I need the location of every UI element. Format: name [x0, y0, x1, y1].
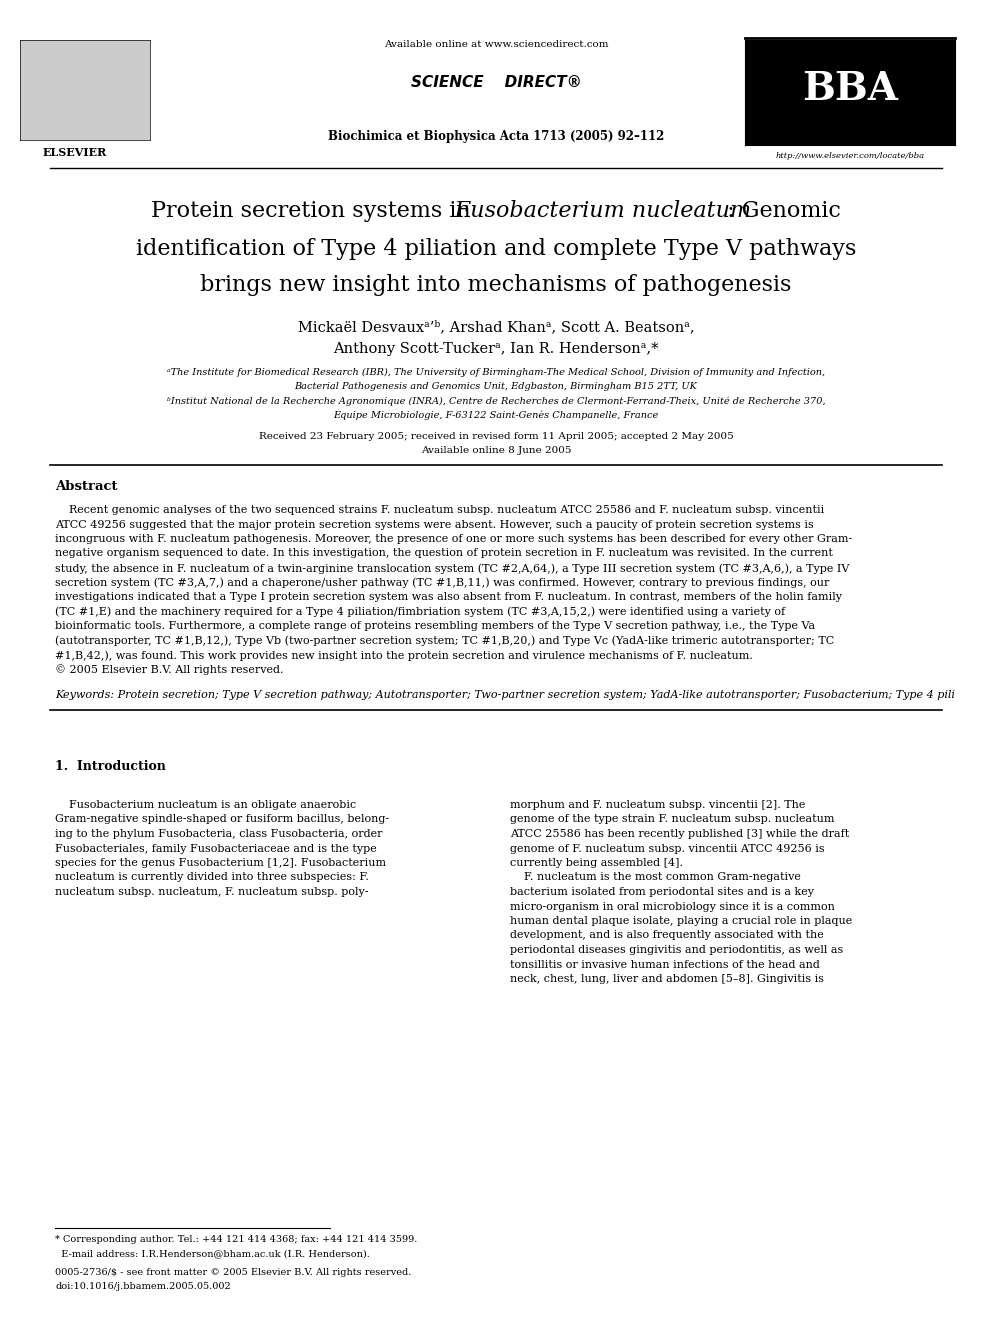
Text: genome of F. nucleatum subsp. vincentii ATCC 49256 is: genome of F. nucleatum subsp. vincentii … — [510, 844, 824, 853]
Text: Protein secretion systems in                                    : Genomic: Protein secretion systems in : Genomic — [151, 200, 841, 222]
Text: ATCC 49256 suggested that the major protein secretion systems were absent. Howev: ATCC 49256 suggested that the major prot… — [55, 520, 813, 529]
Text: periodontal diseases gingivitis and periodontitis, as well as: periodontal diseases gingivitis and peri… — [510, 945, 843, 955]
Text: Recent genomic analyses of the two sequenced strains F. nucleatum subsp. nucleat: Recent genomic analyses of the two seque… — [55, 505, 824, 515]
Text: investigations indicated that a Type I protein secretion system was also absent : investigations indicated that a Type I p… — [55, 591, 842, 602]
Text: human dental plaque isolate, playing a crucial role in plaque: human dental plaque isolate, playing a c… — [510, 916, 852, 926]
Text: brings new insight into mechanisms of pathogenesis: brings new insight into mechanisms of pa… — [200, 274, 792, 296]
Text: ATCC 25586 has been recently published [3] while the draft: ATCC 25586 has been recently published [… — [510, 830, 849, 839]
Text: 0005-2736/$ - see front matter © 2005 Elsevier B.V. All rights reserved.: 0005-2736/$ - see front matter © 2005 El… — [55, 1267, 412, 1277]
Text: F. nucleatum is the most common Gram-negative: F. nucleatum is the most common Gram-neg… — [510, 872, 801, 882]
Text: ᵇInstitut National de la Recherche Agronomique (INRA), Centre de Recherches de C: ᵇInstitut National de la Recherche Agron… — [167, 396, 825, 406]
Text: ELSEVIER: ELSEVIER — [43, 147, 107, 157]
Text: nucleatum subsp. nucleatum, F. nucleatum subsp. poly-: nucleatum subsp. nucleatum, F. nucleatum… — [55, 886, 368, 897]
Text: Available online 8 June 2005: Available online 8 June 2005 — [421, 446, 571, 455]
Text: micro-organism in oral microbiology since it is a common: micro-organism in oral microbiology sinc… — [510, 901, 835, 912]
Text: Available online at www.sciencedirect.com: Available online at www.sciencedirect.co… — [384, 40, 608, 49]
Text: http://www.elsevier.com/locate/bba: http://www.elsevier.com/locate/bba — [776, 152, 925, 160]
Text: study, the absence in F. nucleatum of a twin-arginine translocation system (TC #: study, the absence in F. nucleatum of a … — [55, 564, 849, 574]
Text: genome of the type strain F. nucleatum subsp. nucleatum: genome of the type strain F. nucleatum s… — [510, 815, 834, 824]
Text: ing to the phylum Fusobacteria, class Fusobacteria, order: ing to the phylum Fusobacteria, class Fu… — [55, 830, 383, 839]
Text: Abstract: Abstract — [55, 480, 117, 493]
Text: #1,B,42,), was found. This work provides new insight into the protein secretion : #1,B,42,), was found. This work provides… — [55, 650, 753, 660]
Text: bacterium isolated from periodontal sites and is a key: bacterium isolated from periodontal site… — [510, 886, 814, 897]
Text: morphum and F. nucleatum subsp. vincentii [2]. The: morphum and F. nucleatum subsp. vincenti… — [510, 800, 806, 810]
Text: E-mail address: I.R.Henderson@bham.ac.uk (I.R. Henderson).: E-mail address: I.R.Henderson@bham.ac.uk… — [55, 1249, 370, 1258]
Text: BBA: BBA — [802, 70, 898, 108]
Text: Biochimica et Biophysica Acta 1713 (2005) 92–112: Biochimica et Biophysica Acta 1713 (2005… — [327, 130, 665, 143]
Text: Fusobacterium nucleatum is an obligate anaerobic: Fusobacterium nucleatum is an obligate a… — [55, 800, 356, 810]
Text: Anthony Scott-Tuckerᵃ, Ian R. Hendersonᵃ,*: Anthony Scott-Tuckerᵃ, Ian R. Hendersonᵃ… — [333, 343, 659, 356]
Text: neck, chest, lung, liver and abdomen [5–8]. Gingivitis is: neck, chest, lung, liver and abdomen [5–… — [510, 974, 824, 984]
Text: * Corresponding author. Tel.: +44 121 414 4368; fax: +44 121 414 3599.: * Corresponding author. Tel.: +44 121 41… — [55, 1234, 418, 1244]
Text: currently being assembled [4].: currently being assembled [4]. — [510, 859, 683, 868]
Text: Equipe Microbiologie, F-63122 Saint-Genès Champanelle, France: Equipe Microbiologie, F-63122 Saint-Genè… — [333, 410, 659, 419]
Text: BIOCHIMICA ET BIOPHYSICA ACTA: BIOCHIMICA ET BIOPHYSICA ACTA — [805, 52, 896, 57]
Text: (autotransporter, TC #1,B,12,), Type Vb (two-partner secretion system; TC #1,B,2: (autotransporter, TC #1,B,12,), Type Vb … — [55, 635, 834, 646]
Text: negative organism sequenced to date. In this investigation, the question of prot: negative organism sequenced to date. In … — [55, 549, 833, 558]
Text: doi:10.1016/j.bbamem.2005.05.002: doi:10.1016/j.bbamem.2005.05.002 — [55, 1282, 231, 1291]
Text: identification of Type 4 piliation and complete Type V pathways: identification of Type 4 piliation and c… — [136, 238, 856, 261]
Text: © 2005 Elsevier B.V. All rights reserved.: © 2005 Elsevier B.V. All rights reserved… — [55, 664, 284, 675]
Text: SCIENCE    DIRECT®: SCIENCE DIRECT® — [411, 75, 581, 90]
Text: Fusobacteriales, family Fusobacteriaceae and is the type: Fusobacteriales, family Fusobacteriaceae… — [55, 844, 377, 853]
Text: Keywords: Protein secretion; Type V secretion pathway; Autotransporter; Two-part: Keywords: Protein secretion; Type V secr… — [55, 691, 955, 700]
Text: Fusobacterium nucleatum: Fusobacterium nucleatum — [241, 200, 751, 222]
Text: Bacterial Pathogenesis and Genomics Unit, Edgbaston, Birmingham B15 2TT, UK: Bacterial Pathogenesis and Genomics Unit… — [295, 382, 697, 392]
Text: development, and is also frequently associated with the: development, and is also frequently asso… — [510, 930, 823, 941]
Text: ᵃThe Institute for Biomedical Research (IBR), The University of Birmingham-The M: ᵃThe Institute for Biomedical Research (… — [167, 368, 825, 377]
Text: Mickaël Desvauxᵃ’ᵇ, Arshad Khanᵃ, Scott A. Beatsonᵃ,: Mickaël Desvauxᵃ’ᵇ, Arshad Khanᵃ, Scott … — [298, 320, 694, 333]
Text: 1.  Introduction: 1. Introduction — [55, 759, 166, 773]
Text: bioinformatic tools. Furthermore, a complete range of proteins resembling member: bioinformatic tools. Furthermore, a comp… — [55, 620, 815, 631]
Text: species for the genus Fusobacterium [1,2]. Fusobacterium: species for the genus Fusobacterium [1,2… — [55, 859, 386, 868]
Text: secretion system (TC #3,A,7,) and a chaperone/usher pathway (TC #1,B,11,) was co: secretion system (TC #3,A,7,) and a chap… — [55, 578, 829, 587]
Text: incongruous with F. nucleatum pathogenesis. Moreover, the presence of one or mor: incongruous with F. nucleatum pathogenes… — [55, 534, 852, 544]
Text: nucleatum is currently divided into three subspecies: F.: nucleatum is currently divided into thre… — [55, 872, 369, 882]
Text: Received 23 February 2005; received in revised form 11 April 2005; accepted 2 Ma: Received 23 February 2005; received in r… — [259, 433, 733, 441]
Text: tonsillitis or invasive human infections of the head and: tonsillitis or invasive human infections… — [510, 959, 819, 970]
Text: (TC #1,E) and the machinery required for a Type 4 piliation/fimbriation system (: (TC #1,E) and the machinery required for… — [55, 606, 785, 617]
Text: Gram-negative spindle-shaped or fusiform bacillus, belong-: Gram-negative spindle-shaped or fusiform… — [55, 815, 389, 824]
